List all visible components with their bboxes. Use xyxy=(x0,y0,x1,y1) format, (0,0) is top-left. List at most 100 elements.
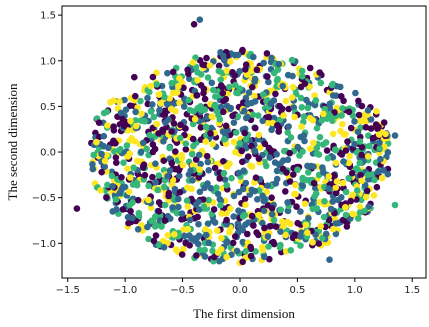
scatter-point xyxy=(297,242,304,249)
scatter-point xyxy=(321,105,329,113)
scatter-point xyxy=(339,120,346,128)
scatter-point xyxy=(160,183,168,191)
scatter-point xyxy=(337,83,344,91)
scatter-point xyxy=(312,97,320,104)
scatter-point xyxy=(137,97,144,105)
scatter-point xyxy=(304,104,312,112)
scatter-point xyxy=(223,181,230,189)
scatter-point xyxy=(294,166,301,174)
scatter-point xyxy=(172,148,179,155)
scatter-point xyxy=(363,187,371,195)
scatter-point xyxy=(194,76,201,84)
scatter-point xyxy=(189,177,196,184)
scatter-point xyxy=(382,130,389,138)
scatter-point xyxy=(216,175,223,182)
scatter-point xyxy=(175,83,182,90)
scatter-points xyxy=(73,16,399,267)
scatter-point xyxy=(201,184,208,192)
scatter-point xyxy=(277,160,284,167)
scatter-point xyxy=(277,241,284,249)
scatter-point xyxy=(151,223,159,230)
scatter-point xyxy=(255,131,263,139)
scatter-point xyxy=(358,177,366,185)
scatter-point xyxy=(177,121,184,129)
scatter-point xyxy=(178,155,186,162)
scatter-point xyxy=(239,258,246,266)
scatter-point xyxy=(373,183,381,191)
scatter-point xyxy=(219,89,227,97)
scatter-point xyxy=(342,211,350,219)
y-tick-label: 0.5 xyxy=(40,102,56,113)
y-tick-label: 0.0 xyxy=(40,148,56,159)
scatter-point xyxy=(251,78,258,85)
scatter-point xyxy=(182,146,190,153)
scatter-point xyxy=(244,99,251,107)
scatter-point xyxy=(242,179,250,187)
scatter-point xyxy=(268,54,275,62)
scatter-point xyxy=(261,253,268,261)
scatter-point xyxy=(125,188,133,195)
scatter-point xyxy=(328,81,336,89)
scatter-point xyxy=(254,231,262,239)
scatter-point xyxy=(145,235,152,243)
scatter-point xyxy=(101,163,108,170)
scatter-point xyxy=(325,185,333,192)
scatter-point xyxy=(304,162,311,170)
scatter-point xyxy=(321,198,328,205)
scatter-point xyxy=(252,124,259,132)
scatter-point xyxy=(275,60,283,68)
scatter-point xyxy=(288,94,296,101)
scatter-point xyxy=(196,246,203,254)
scatter-point xyxy=(265,113,273,121)
scatter-point xyxy=(184,66,191,74)
scatter-point xyxy=(235,188,243,196)
scatter-point xyxy=(230,192,238,200)
scatter-point xyxy=(173,209,181,217)
scatter-point xyxy=(267,222,274,230)
scatter-point xyxy=(152,232,160,239)
scatter-point xyxy=(311,192,319,200)
scatter-point xyxy=(299,182,307,190)
scatter-point xyxy=(282,188,289,195)
scatter-point xyxy=(298,123,305,130)
scatter-point xyxy=(251,92,258,100)
scatter-point xyxy=(93,138,100,146)
scatter-point xyxy=(210,86,217,94)
scatter-point xyxy=(178,210,186,217)
scatter-point xyxy=(184,225,192,233)
scatter-point xyxy=(365,203,373,210)
scatter-point xyxy=(164,232,171,239)
scatter-point xyxy=(320,169,327,176)
scatter-point xyxy=(320,213,328,221)
scatter-point xyxy=(116,189,124,197)
scatter-point xyxy=(371,176,378,184)
scatter-point xyxy=(327,205,335,213)
scatter-point xyxy=(356,138,364,145)
scatter-point xyxy=(384,149,392,156)
scatter-point xyxy=(118,174,125,181)
scatter-point xyxy=(214,190,222,198)
scatter-point xyxy=(141,118,148,125)
scatter-point xyxy=(206,62,214,69)
scatter-point xyxy=(217,202,224,209)
scatter-point xyxy=(272,90,279,98)
y-axis-ticks: −1.0 −0.5 0.0 0.5 1.0 1.5 xyxy=(32,11,62,250)
scatter-point xyxy=(290,171,297,178)
scatter-point xyxy=(312,184,319,192)
scatter-point xyxy=(358,196,365,204)
scatter-point xyxy=(122,106,130,113)
x-tick-label: 0.0 xyxy=(232,285,248,296)
scatter-point xyxy=(298,104,306,111)
scatter-point xyxy=(103,108,111,116)
scatter-point xyxy=(282,231,289,239)
scatter-point xyxy=(221,56,228,64)
scatter-point xyxy=(147,82,154,90)
scatter-point xyxy=(166,95,173,102)
scatter-point xyxy=(292,181,299,189)
scatter-point xyxy=(362,193,370,201)
scatter-point xyxy=(332,230,340,238)
scatter-point xyxy=(318,117,326,124)
scatter-point xyxy=(131,73,138,81)
scatter-point xyxy=(149,101,156,108)
scatter-point xyxy=(217,234,225,242)
